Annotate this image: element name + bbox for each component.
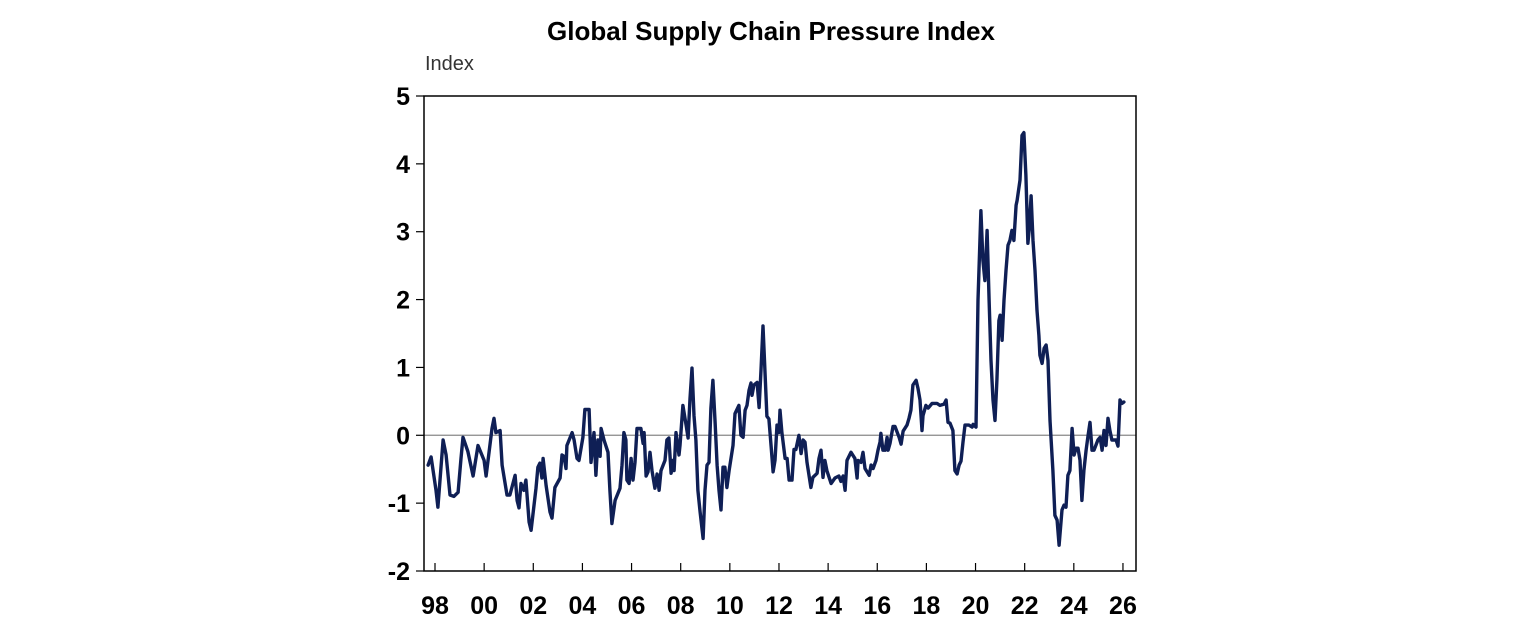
x-tick-label: 08 bbox=[667, 592, 695, 620]
y-tick-label: 4 bbox=[396, 151, 410, 179]
y-tick-label: 5 bbox=[396, 83, 410, 111]
y-tick-label: 2 bbox=[396, 287, 410, 315]
x-tick-label: 10 bbox=[716, 592, 744, 620]
x-tick-label: 22 bbox=[1011, 592, 1039, 620]
series-line bbox=[426, 130, 1126, 547]
x-tick-label: 98 bbox=[421, 592, 449, 620]
x-tick-label: 06 bbox=[618, 592, 646, 620]
chart-title: Global Supply Chain Pressure Index bbox=[547, 16, 995, 46]
x-tick-label: 18 bbox=[912, 592, 940, 620]
y-axis-unit-label: Index bbox=[425, 53, 474, 75]
y-tick-label: 0 bbox=[396, 422, 410, 450]
y-tick-label: -2 bbox=[388, 558, 410, 586]
y-tick-label: 1 bbox=[396, 354, 410, 382]
x-tick-label: 00 bbox=[470, 592, 498, 620]
plot-frame bbox=[423, 95, 1137, 572]
x-tick-label: 12 bbox=[765, 592, 793, 620]
x-tick-label: 02 bbox=[519, 592, 547, 620]
y-tick-label: 3 bbox=[396, 219, 410, 247]
x-tick-label: 26 bbox=[1109, 592, 1137, 620]
x-tick-label: 20 bbox=[962, 592, 990, 620]
x-tick-label: 04 bbox=[569, 592, 597, 620]
y-tick-label: -1 bbox=[388, 490, 410, 518]
x-tick-label: 14 bbox=[814, 592, 842, 620]
x-tick-label: 16 bbox=[863, 592, 891, 620]
x-tick-label: 24 bbox=[1060, 592, 1088, 620]
